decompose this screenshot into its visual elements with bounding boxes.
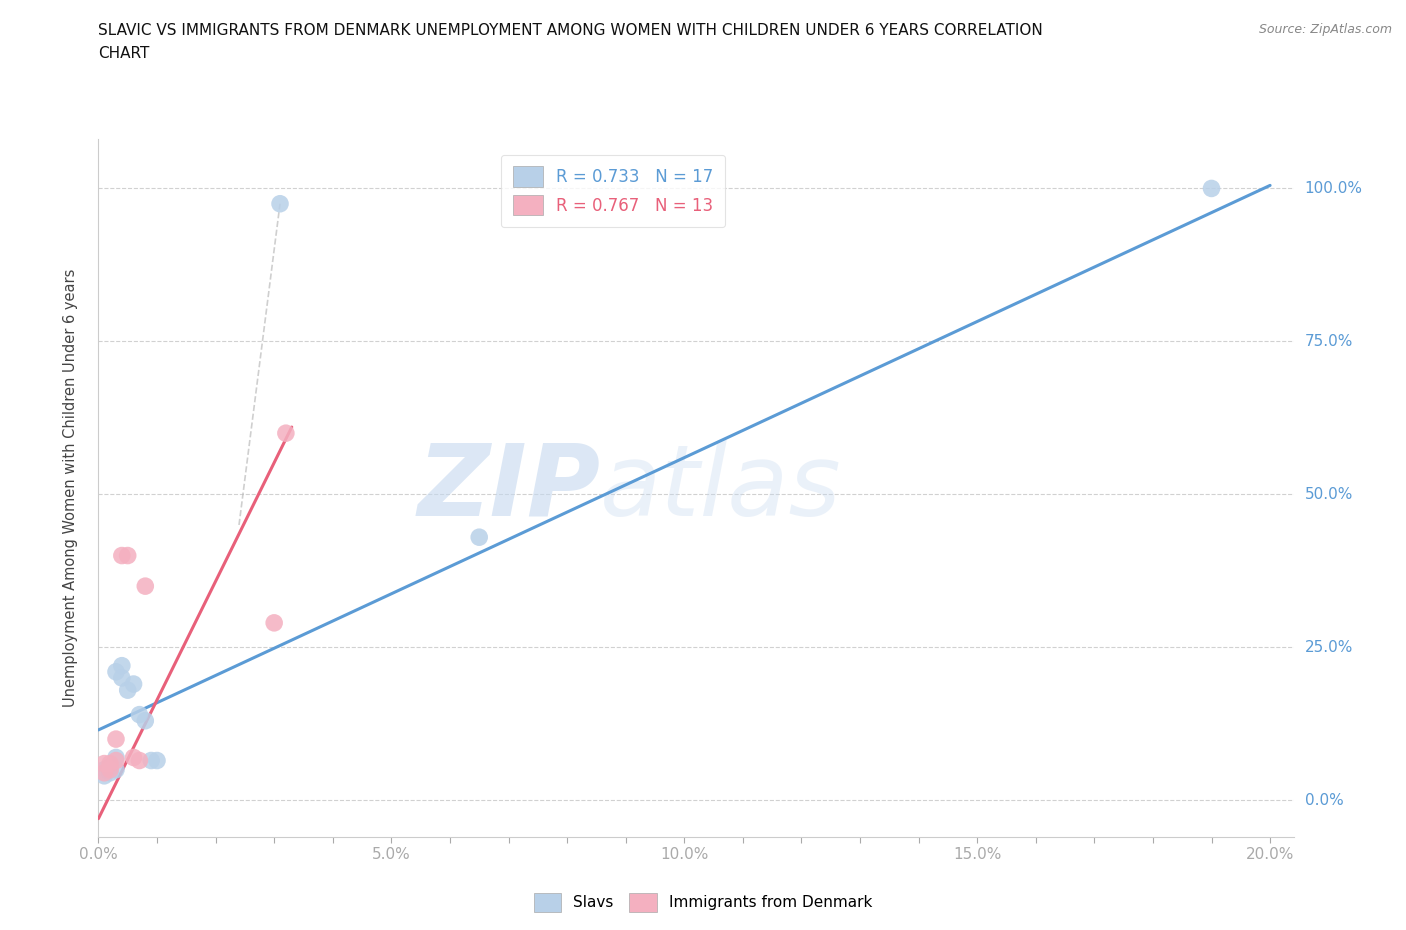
Point	[105, 732, 128, 747]
Text: 0.0%: 0.0%	[1305, 792, 1343, 808]
Y-axis label: Unemployment Among Women with Children Under 6 years: Unemployment Among Women with Children U…	[63, 269, 77, 708]
Point	[93, 756, 115, 771]
Legend: Slavs, Immigrants from Denmark: Slavs, Immigrants from Denmark	[527, 887, 879, 918]
Text: 50.0%: 50.0%	[1305, 487, 1353, 502]
Point	[269, 196, 291, 211]
Point	[111, 658, 134, 673]
Point	[128, 707, 150, 722]
Text: Source: ZipAtlas.com: Source: ZipAtlas.com	[1258, 23, 1392, 36]
Point	[263, 616, 285, 631]
Text: ZIP: ZIP	[418, 440, 600, 537]
Point	[1201, 181, 1223, 196]
Point	[98, 759, 121, 774]
Point	[146, 753, 169, 768]
Point	[111, 671, 134, 685]
Point	[105, 750, 128, 764]
Point	[93, 763, 115, 777]
Point	[122, 677, 145, 692]
Point	[98, 763, 121, 777]
Point	[134, 578, 156, 593]
Point	[98, 756, 121, 771]
Text: CHART: CHART	[98, 46, 150, 61]
Point	[122, 750, 145, 764]
Point	[98, 765, 121, 780]
Point	[128, 753, 150, 768]
Text: 100.0%: 100.0%	[1305, 181, 1362, 196]
Point	[93, 765, 115, 780]
Text: 75.0%: 75.0%	[1305, 334, 1353, 349]
Text: SLAVIC VS IMMIGRANTS FROM DENMARK UNEMPLOYMENT AMONG WOMEN WITH CHILDREN UNDER 6: SLAVIC VS IMMIGRANTS FROM DENMARK UNEMPL…	[98, 23, 1043, 38]
Point	[105, 664, 128, 679]
Point	[134, 713, 156, 728]
Point	[468, 530, 491, 545]
Point	[117, 548, 139, 563]
Text: atlas: atlas	[600, 440, 842, 537]
Point	[93, 768, 115, 783]
Point	[111, 548, 134, 563]
Text: 25.0%: 25.0%	[1305, 640, 1353, 655]
Point	[105, 753, 128, 768]
Point	[105, 763, 128, 777]
Point	[117, 683, 139, 698]
Legend: R = 0.733   N = 17, R = 0.767   N = 13: R = 0.733 N = 17, R = 0.767 N = 13	[501, 154, 725, 227]
Point	[274, 426, 297, 441]
Point	[141, 753, 163, 768]
